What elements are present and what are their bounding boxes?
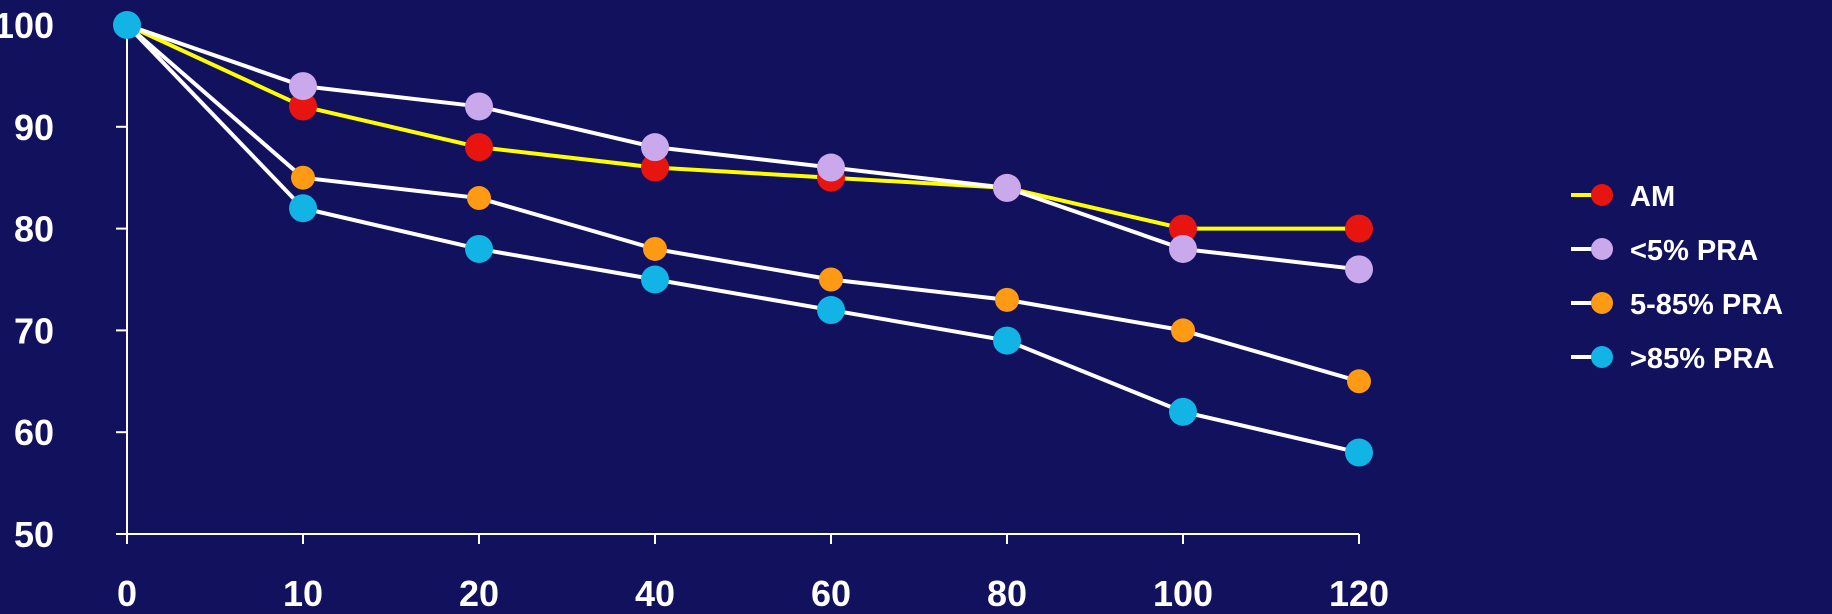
data-point-3-1 (289, 194, 317, 223)
x-tick-label: 100 (1153, 573, 1213, 614)
series-line-0 (126, 23, 1359, 231)
data-point-2-4 (819, 267, 843, 292)
y-tick-label: 80 (14, 209, 54, 250)
data-point-1-7 (1345, 255, 1373, 284)
y-tick-label: 100 (0, 5, 54, 46)
y-tick-label: 50 (14, 514, 54, 555)
legend-label-1: <5% PRA (1630, 235, 1758, 267)
y-tick-label: 70 (14, 310, 54, 351)
data-point-1-4 (817, 153, 845, 182)
x-tick-label: 20 (459, 573, 499, 614)
data-point-1-6 (1169, 234, 1197, 263)
series-line-1 (126, 23, 1360, 272)
data-point-1-2 (465, 92, 493, 121)
legend-marker-1 (1591, 238, 1613, 260)
data-point-3-6 (1169, 397, 1197, 426)
data-point-0-3 (641, 153, 669, 182)
data-point-3-0 (113, 11, 141, 39)
data-point-2-1 (291, 165, 315, 190)
data-point-1-5 (993, 173, 1021, 202)
data-point-1-1 (289, 72, 317, 101)
x-tick-label: 40 (635, 573, 675, 614)
data-point-0-2 (465, 133, 493, 162)
y-tick-label: 90 (14, 107, 54, 148)
data-point-0-7 (1345, 214, 1373, 243)
y-tick-label: 60 (14, 412, 54, 453)
data-point-0-1 (289, 92, 317, 121)
x-tick-label: 80 (987, 573, 1027, 614)
legend-label-3: >85% PRA (1630, 343, 1774, 375)
x-tick-label: 0 (117, 573, 137, 614)
data-point-2-6 (1171, 318, 1195, 343)
data-point-3-2 (465, 234, 493, 263)
legend: AM <5% PRA 5-85% PRA >85% PRA (1571, 181, 1783, 375)
legend-label-0: AM (1630, 181, 1675, 213)
series-line-3 (125, 23, 1360, 455)
x-tick-label: 120 (1329, 573, 1389, 614)
data-point-3-4 (817, 296, 845, 325)
data-point-3-5 (993, 326, 1021, 355)
series-line-2 (125, 23, 1360, 384)
x-tick-label: 60 (811, 573, 851, 614)
axes: 50 60 70 80 90 100 0 10 20 40 60 80 100 120 (0, 5, 1389, 614)
data-point-2-5 (995, 287, 1019, 312)
series-markers (113, 11, 1373, 467)
legend-label-2: 5-85% PRA (1630, 289, 1783, 321)
data-point-1-3 (641, 133, 669, 162)
legend-marker-2 (1591, 292, 1613, 314)
x-tick-label: 10 (283, 573, 323, 614)
legend-marker-0 (1591, 184, 1613, 206)
data-point-3-7 (1345, 438, 1373, 467)
data-point-2-7 (1347, 369, 1371, 394)
legend-marker-3 (1591, 346, 1613, 368)
data-point-2-3 (643, 236, 667, 261)
data-point-0-6 (1169, 214, 1197, 243)
data-point-3-3 (641, 265, 669, 294)
data-point-2-2 (467, 186, 491, 211)
series-lines (125, 23, 1360, 455)
